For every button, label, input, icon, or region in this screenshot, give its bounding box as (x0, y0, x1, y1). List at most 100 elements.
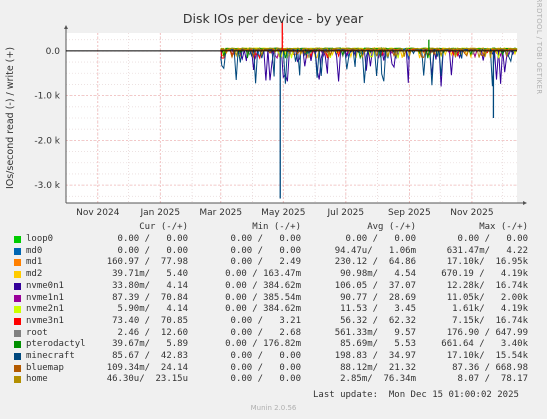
legend-header: Max (-/+) (479, 222, 528, 232)
legend-row: root 2.46 / 12.60 0.00 / 2.68 561.33m/ 9.57… (0, 328, 547, 339)
legend-row: bluemap 109.34m/ 24.14 0.00 / 0.00 88.12m/ … (0, 363, 547, 374)
legend-value-cur: 2.46 / 12.60 (117, 327, 188, 338)
legend-value-max: 670.19 / 4.19k (441, 269, 528, 280)
x-axis-arrow (523, 201, 527, 205)
x-tick-label: Sep 2025 (388, 208, 431, 218)
legend-value-min: 0.00 / 2.68 (230, 327, 301, 338)
legend-swatch (14, 306, 21, 314)
legend-row: md2 39.71m/ 5.40 0.00 / 163.47m 90.98m/ 4.5… (0, 269, 547, 280)
x-tick-label: Mar 2025 (199, 208, 242, 218)
legend-value-avg: 94.47u/ 1.06m (334, 245, 416, 256)
legend-value-cur: 73.40 / 70.85 (112, 315, 188, 326)
legend-value-max: 12.28k/ 16.74k (446, 280, 528, 291)
legend-value-avg: 106.05 / 37.07 (334, 280, 416, 291)
legend-value-min: 0.00 / 2.49 (230, 257, 301, 268)
legend-swatch (14, 353, 21, 360)
x-tick-label: Jan 2025 (139, 208, 180, 218)
legend-value-min: 0.00 / 384.62m (225, 304, 301, 315)
legend-value-avg: 85.69m/ 5.53 (340, 339, 416, 350)
legend-swatch (14, 341, 21, 349)
last-update: Last update: Mon Dec 15 01:00:02 2025 (313, 390, 519, 400)
legend-value-max: 176.90 / 647.99 (446, 327, 528, 338)
y-tick-label: -1.0 k (34, 92, 60, 102)
legend-value-cur: 46.30u/ 23.15u (106, 374, 188, 385)
legend-value-avg: 90.98m/ 4.54 (340, 269, 416, 280)
grid-layer (65, 33, 517, 203)
legend-value-avg: 561.33m/ 9.57 (334, 327, 416, 338)
legend-value-avg: 56.32 / 62.32 (340, 315, 416, 326)
legend-value-max: 1.61k/ 4.19k (452, 304, 528, 315)
legend-value-avg: 230.12 / 64.86 (334, 257, 416, 268)
legend-row: nvme0n1 33.80m/ 4.14 0.00 / 384.62m 106.05 … (0, 281, 547, 292)
legend-series-name: nvme1n1 (26, 292, 64, 303)
legend-row: nvme1n1 87.39 / 70.84 0.00 / 385.54m 90.77 … (0, 293, 547, 304)
legend-value-min: 0.00 / 3.21 (230, 315, 301, 326)
legend-value-min: 0.00 / 163.47m (225, 269, 301, 280)
series-line-home (220, 47, 518, 59)
legend-series-name: md1 (26, 257, 43, 268)
munin-version: Munin 2.0.56 (250, 404, 297, 412)
legend-value-avg: 2.85m/ 76.34m (340, 374, 416, 385)
legend-value-avg: 0.00 / 0.00 (345, 234, 416, 244)
y-axis-arrow (64, 25, 68, 29)
legend-value-max: 661.64 / 3.40k (441, 339, 528, 350)
legend-swatch (14, 329, 21, 337)
legend-swatch (14, 271, 21, 279)
legend-value-avg: 11.53 / 3.45 (340, 304, 416, 315)
legend-value-min: 0.00 / 0.00 (230, 234, 301, 244)
legend-value-cur: 0.00 / 0.00 (117, 245, 188, 256)
legend-value-cur: 87.39 / 70.84 (112, 292, 188, 303)
axis-layer: 0.0 -1.0 k -2.0 k -3.0 k Nov 2024 Jan 2025 Mar… (34, 25, 527, 218)
legend-swatch (14, 282, 21, 290)
legend-value-min: 0.00 / 176.82m (225, 339, 301, 350)
legend-value-min: 0.00 / 385.54m (225, 292, 301, 303)
rrdtool-credit: RRDTOOL / TOBI OETIKER (535, 0, 543, 94)
legend-value-min: 0.00 / 0.00 (230, 374, 301, 385)
legend-value-cur: 39.71m/ 5.40 (112, 269, 188, 280)
legend-series-name: root (26, 327, 48, 338)
legend-value-avg: 198.83 / 34.97 (334, 351, 416, 361)
legend-swatch (14, 259, 21, 267)
legend-series-name: nvme0n1 (26, 280, 64, 291)
legend-series-name: home (26, 374, 48, 385)
legend-value-max: 87.36 / 668.98 (452, 362, 528, 373)
chart-title: Disk IOs per device - by year (183, 11, 364, 26)
legend-swatch (14, 236, 21, 243)
legend-header: Avg (-/+) (367, 222, 416, 232)
legend-value-cur: 33.80m/ 4.14 (112, 280, 188, 291)
legend-header: Cur (-/+) (139, 222, 188, 232)
legend-header: Min (-/+) (252, 222, 301, 232)
legend-series-name: nvme2n1 (26, 304, 64, 315)
legend-row: md0 0.00 / 0.00 0.00 / 0.00 94.47u/ 1.06m 63… (0, 246, 547, 257)
legend-value-min: 0.00 / 0.00 (230, 351, 301, 361)
legend-row: loop0 0.00 / 0.00 0.00 / 0.00 0.00 / 0.00 0.… (0, 234, 547, 245)
legend-row: home 46.30u/ 23.15u 0.00 / 0.00 2.85m/ 76.3… (0, 374, 547, 385)
legend-swatch (14, 294, 21, 302)
legend-value-max: 11.05k/ 2.00k (446, 292, 528, 303)
legend-row: md1 160.97 / 77.98 0.00 / 2.49 230.12 / 64.… (0, 257, 547, 268)
x-tick-label: Nov 2024 (76, 208, 120, 218)
legend-value-max: 7.15k/ 16.74k (452, 315, 528, 326)
legend-series-name: minecraft (26, 351, 75, 361)
legend-series-name: pterodactyl (26, 339, 86, 350)
series-line-bluemap (220, 48, 518, 59)
legend-value-min: 0.00 / 384.62m (225, 280, 301, 291)
legend-value-max: 0.00 / 0.00 (457, 234, 528, 244)
x-tick-label: May 2025 (261, 208, 305, 218)
y-tick-label: 0.0 (46, 47, 61, 57)
legend-swatch (14, 376, 21, 384)
y-tick-label: -2.0 k (34, 136, 60, 146)
legend-swatch (14, 247, 21, 255)
legend-value-cur: 39.67m/ 5.89 (112, 339, 188, 350)
legend-series-name: bluemap (26, 362, 64, 373)
legend-value-min: 0.00 / 0.00 (230, 245, 301, 256)
legend-value-cur: 5.90m/ 4.14 (117, 304, 188, 315)
legend-value-max: 17.10k/ 15.54k (446, 351, 528, 361)
x-tick-label: Nov 2025 (450, 208, 493, 218)
legend-row: nvme2n1 5.90m/ 4.14 0.00 / 384.62m 11.53 / … (0, 304, 547, 315)
legend-row: minecraft 85.67 / 42.83 0.00 / 0.00 198.83 … (0, 351, 547, 362)
legend-value-max: 8.07 / 78.17 (457, 374, 528, 385)
